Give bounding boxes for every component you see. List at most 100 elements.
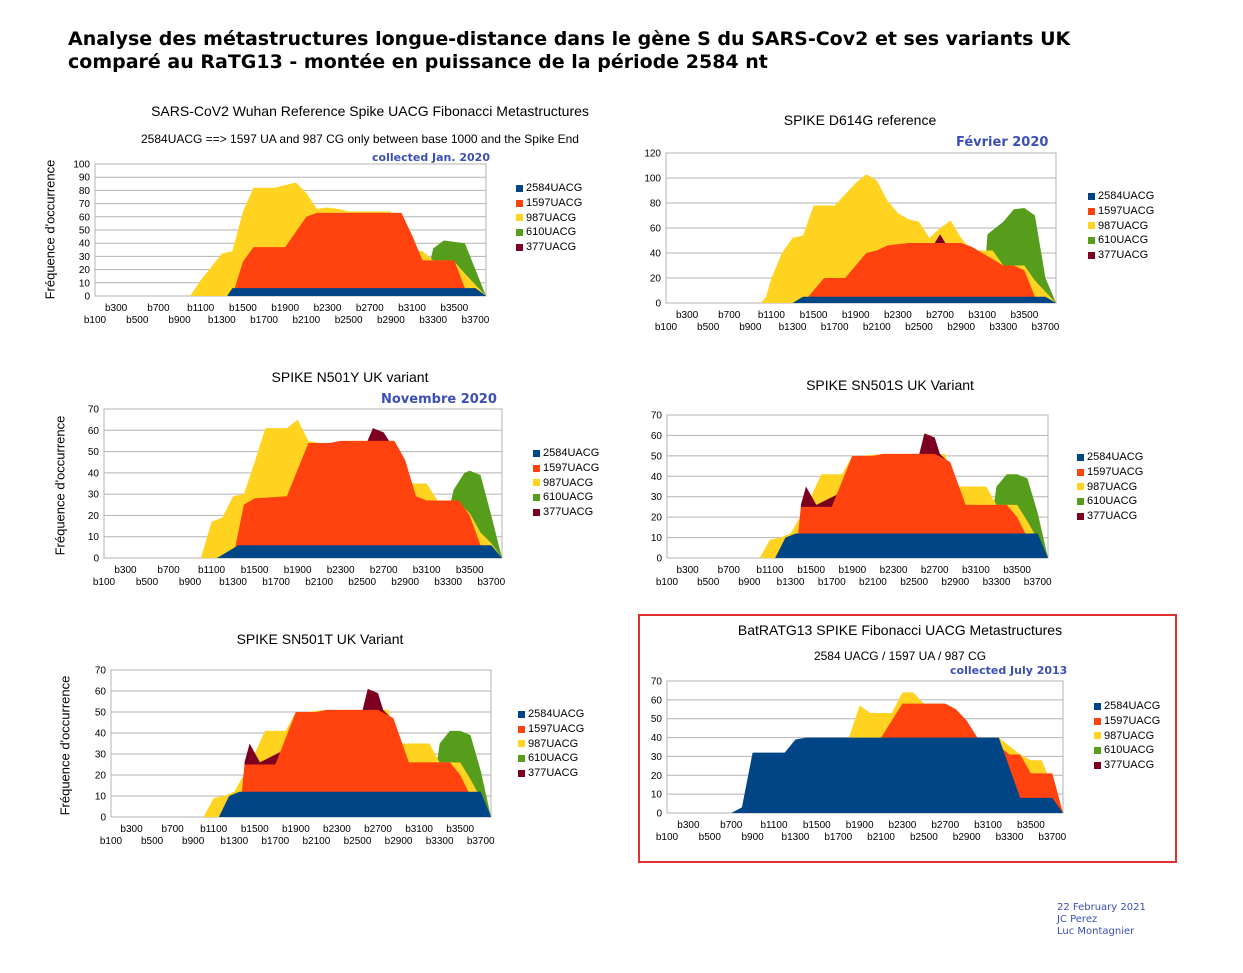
x-tick-label: b300 (677, 820, 700, 831)
legend-swatch (518, 740, 525, 748)
legend-label: 2584UACG (1104, 700, 1161, 713)
y-tick-label: 0 (93, 554, 99, 565)
legend-label: 610UACG (1087, 495, 1138, 508)
x-tick-label: b3700 (1032, 322, 1060, 333)
main-title-line1: Analyse des métastructures longue-distan… (68, 28, 1071, 50)
x-tick-label: b2900 (953, 832, 981, 843)
chart-note: Novembre 2020 (381, 392, 497, 407)
x-tick-label: b300 (114, 565, 137, 576)
y-tick-label: 20 (79, 265, 91, 276)
legend-swatch (1077, 512, 1084, 520)
y-tick-label: 0 (656, 554, 662, 565)
chart-title: SPIKE SN501T UK Variant (236, 631, 404, 647)
legend-swatch (1077, 483, 1084, 491)
legend-label: 377UACG (1104, 759, 1155, 772)
x-tick-label: b1300 (208, 315, 236, 326)
legend-item: 377UACG (1077, 509, 1143, 524)
x-tick-label: b2100 (867, 832, 895, 843)
x-tick-label: b1500 (241, 565, 269, 576)
x-tick-label: b1700 (824, 832, 852, 843)
y-axis-label: Fréquence d'occurrence (57, 675, 73, 816)
x-tick-label: b3100 (968, 310, 996, 321)
legend-item: 2584UACG (533, 446, 599, 461)
legend-item: 377UACG (533, 505, 599, 520)
x-tick-label: b1900 (271, 303, 299, 314)
legend-label: 987UACG (1098, 219, 1149, 232)
y-axis-label: Fréquence d'occurrence (42, 159, 58, 300)
chart-legend: 2584UACG 1597UACG 987UACG 610UACG 377UACG (533, 446, 599, 519)
y-tick-label: 0 (84, 292, 90, 303)
legend-item: 610UACG (518, 751, 584, 766)
x-tick-label: b2300 (323, 824, 351, 835)
x-tick-label: b1700 (818, 577, 846, 588)
x-tick-label: b900 (741, 832, 764, 843)
legend-swatch (516, 243, 523, 251)
y-tick-label: 30 (651, 752, 663, 763)
chart-note: Février 2020 (956, 135, 1049, 150)
x-tick-label: b500 (126, 315, 149, 326)
legend-swatch (1077, 468, 1084, 476)
legend-item: 1597UACG (533, 461, 599, 476)
legend-swatch (516, 214, 523, 222)
x-tick-label: b300 (120, 824, 143, 835)
x-tick-label: b700 (161, 824, 184, 835)
x-tick-label: b300 (105, 303, 128, 314)
x-tick-label: b700 (718, 565, 741, 576)
x-tick-label: b1700 (250, 315, 278, 326)
y-tick-label: 70 (651, 411, 663, 422)
y-tick-label: 60 (79, 212, 91, 223)
x-tick-label: b2100 (859, 577, 887, 588)
legend-item: 2584UACG (1088, 189, 1154, 204)
y-tick-label: 10 (95, 792, 107, 803)
legend-swatch (1088, 207, 1095, 215)
x-tick-label: b2300 (884, 310, 912, 321)
x-tick-label: b1100 (758, 310, 786, 321)
x-tick-label: b3500 (446, 824, 474, 835)
y-tick-label: 70 (95, 666, 107, 677)
y-tick-label: 30 (79, 252, 91, 263)
legend-item: 377UACG (1088, 248, 1154, 263)
x-tick-label: b3300 (419, 315, 447, 326)
legend-item: 1597UACG (516, 196, 582, 211)
legend-item: 2584UACG (1077, 450, 1143, 465)
legend-label: 1597UACG (526, 197, 583, 210)
x-tick-label: b300 (676, 565, 699, 576)
x-tick-label: b3500 (1003, 565, 1031, 576)
legend-swatch (1094, 702, 1101, 710)
area-2584UACG (216, 545, 502, 558)
x-tick-label: b1900 (842, 310, 870, 321)
x-tick-label: b3500 (1010, 310, 1038, 321)
legend-item: 610UACG (1094, 743, 1160, 758)
x-tick-label: b1500 (803, 820, 831, 831)
x-tick-label: b500 (136, 577, 159, 588)
x-tick-label: b900 (179, 577, 202, 588)
chart-legend: 2584UACG 1597UACG 987UACG 610UACG 377UACG (1094, 699, 1160, 772)
chart-title: SPIKE N501Y UK variant (271, 369, 429, 385)
x-tick-label: b3300 (996, 832, 1024, 843)
y-tick-label: 100 (644, 174, 661, 185)
y-tick-label: 20 (95, 771, 107, 782)
legend-label: 2584UACG (1098, 190, 1155, 203)
legend-swatch (516, 228, 523, 236)
legend-swatch (518, 725, 525, 733)
x-tick-label: b1900 (838, 565, 866, 576)
x-tick-label: b3300 (426, 836, 454, 847)
x-tick-label: b500 (697, 322, 720, 333)
legend-label: 987UACG (526, 211, 577, 224)
x-tick-label: b2500 (905, 322, 933, 333)
area-1597UACG (239, 709, 491, 817)
x-tick-label: b2300 (880, 565, 908, 576)
x-tick-label: b3300 (983, 577, 1011, 588)
area-2584UACG (792, 296, 1056, 303)
legend-label: 377UACG (543, 506, 594, 519)
chart-legend: 2584UACG 1597UACG 987UACG 610UACG 377UACG (518, 707, 584, 780)
y-tick-label: 20 (88, 511, 100, 522)
legend-label: 377UACG (528, 767, 579, 780)
legend-swatch (1088, 251, 1095, 259)
footer-credits: 22 February 2021 JC Perez Luc Montagnier (1057, 902, 1146, 938)
legend-item: 1597UACG (1077, 465, 1143, 480)
area-1597UACG (795, 453, 1048, 558)
y-tick-label: 50 (651, 714, 663, 725)
